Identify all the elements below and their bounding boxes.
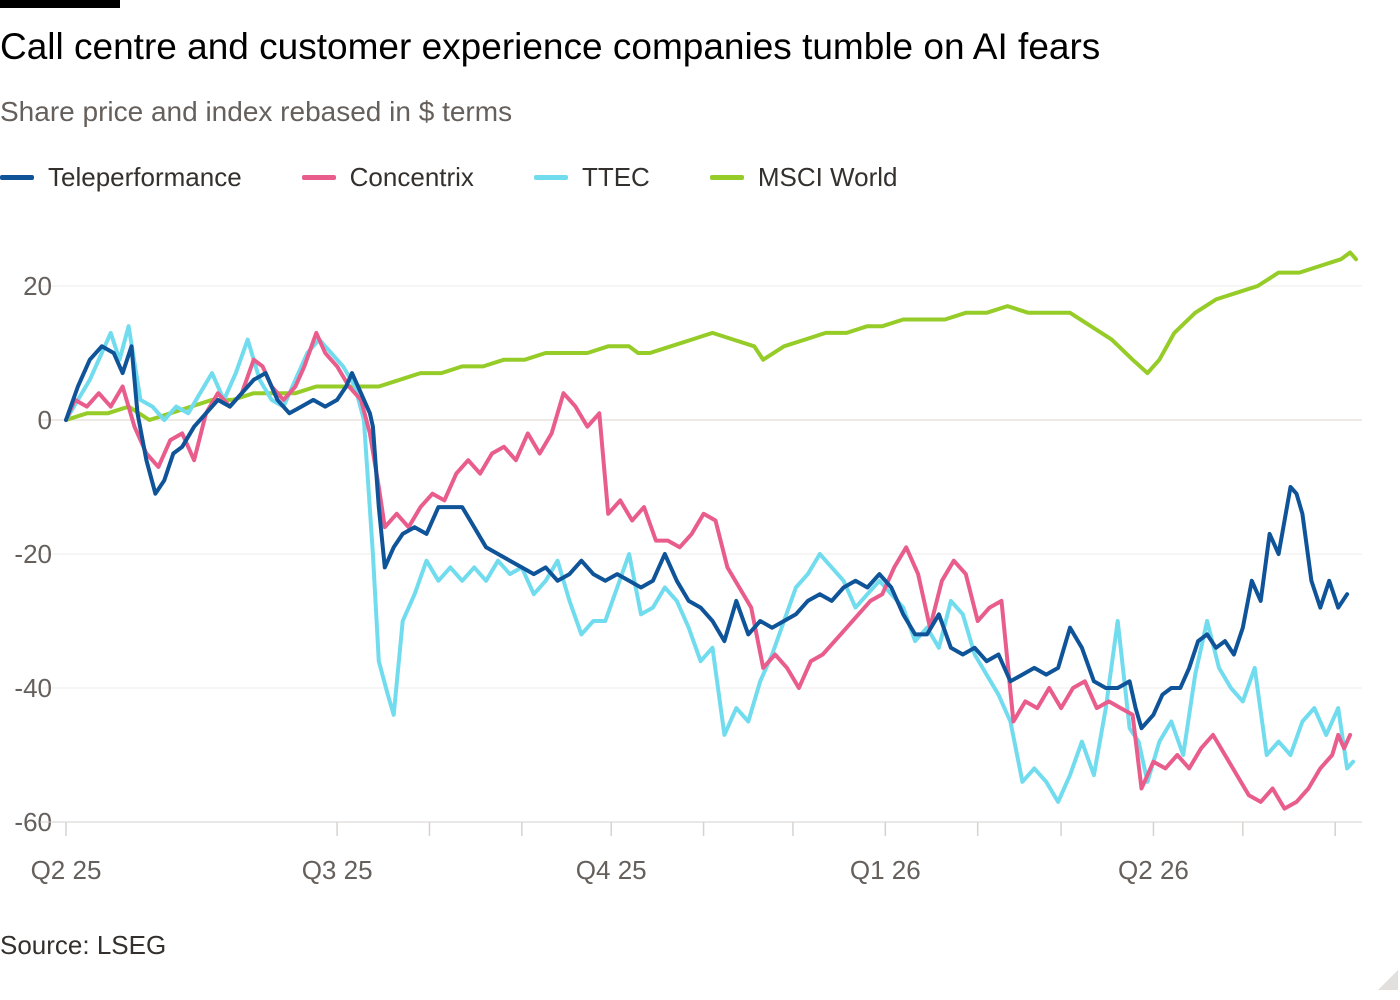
legend-label: TTEC (581, 161, 650, 192)
legend-item-ttec: TTEC (533, 161, 650, 193)
chart-title: Call centre and customer experience comp… (0, 26, 1101, 67)
x-tick-label: Q3 25 (302, 855, 373, 885)
y-tick-label: -40 (14, 673, 52, 703)
legend-swatch (709, 174, 744, 180)
corner-decoration (1378, 970, 1398, 990)
legend-label: MSCI World (757, 161, 898, 192)
y-tick-label: 0 (38, 405, 52, 435)
legend-item-teleperformance: Teleperformance (0, 162, 242, 193)
legend-swatch (301, 174, 336, 180)
series-line-concentrix (64, 330, 1353, 811)
x-tick-label: Q2 25 (31, 855, 102, 885)
legend-item-concentrix: Concentrix (301, 161, 474, 193)
x-tick-label: Q2 26 (1118, 855, 1189, 885)
legend-swatch (0, 174, 34, 180)
series-line-teleperformance (64, 344, 1350, 731)
x-tick-label: Q4 25 (576, 855, 647, 885)
x-tick-label: Q1 26 (850, 855, 921, 885)
series-line-msci-world (64, 250, 1358, 422)
chart-subtitle: Share price and index rebased in $ terms (0, 96, 513, 127)
brand-bar (0, 0, 120, 8)
legend: Teleperformance Concentrix TTEC MSCI World (0, 160, 957, 194)
y-tick-label: -20 (14, 539, 52, 569)
legend-swatch (533, 174, 568, 180)
y-tick-label: 20 (23, 271, 52, 301)
source-note: Source: LSEG (0, 930, 167, 960)
series-line-ttec (64, 324, 1356, 804)
legend-item-msci-world: MSCI World (709, 161, 898, 193)
legend-label: Teleperformance (48, 161, 242, 192)
legend-label: Concentrix (349, 161, 474, 192)
